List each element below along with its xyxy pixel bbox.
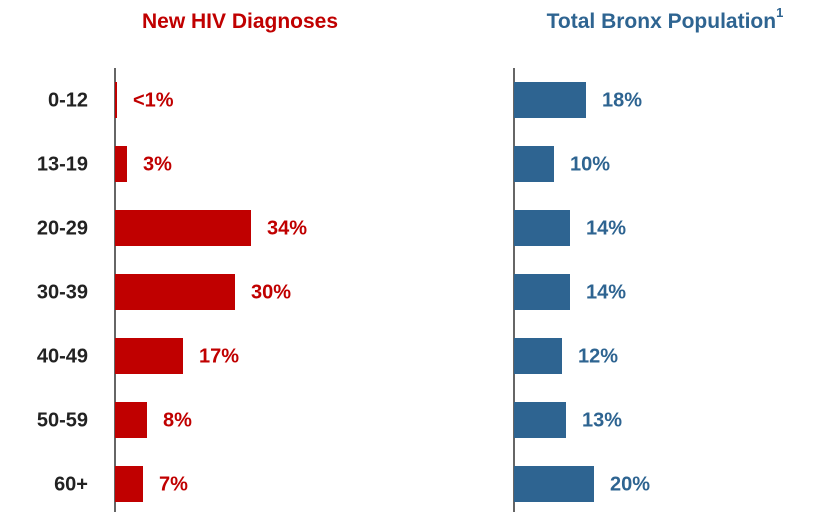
value-label: 12% (578, 345, 618, 367)
bar (514, 338, 562, 374)
bar (514, 210, 570, 246)
bar (115, 146, 127, 182)
bar (514, 466, 594, 502)
category-label: 30-39 (37, 281, 88, 303)
bar (115, 338, 183, 374)
value-label: 20% (610, 473, 650, 495)
category-label: 13-19 (37, 153, 88, 175)
bar (514, 82, 586, 118)
bar (115, 466, 143, 502)
value-label: 8% (163, 409, 192, 431)
category-label: 60+ (54, 473, 88, 495)
bar (514, 146, 554, 182)
bar (115, 82, 117, 118)
value-label: 34% (267, 217, 307, 239)
value-label: 3% (143, 153, 172, 175)
value-label: 10% (570, 153, 610, 175)
bar (115, 402, 147, 438)
value-label: 7% (159, 473, 188, 495)
value-label: 14% (586, 217, 626, 239)
bar (115, 210, 251, 246)
category-label: 20-29 (37, 217, 88, 239)
bar (514, 274, 570, 310)
value-label: <1% (133, 89, 174, 111)
title-text: Total Bronx Population (547, 10, 776, 33)
title-text: New HIV Diagnoses (142, 10, 338, 33)
chart-title: Total Bronx Population1 (547, 5, 784, 32)
value-label: 13% (582, 409, 622, 431)
bar (514, 402, 566, 438)
value-label: 18% (602, 89, 642, 111)
value-label: 30% (251, 281, 291, 303)
bar (115, 274, 235, 310)
category-label: 50-59 (37, 409, 88, 431)
value-label: 17% (199, 345, 239, 367)
title-note: 1 (776, 5, 783, 20)
category-label: 0-12 (48, 89, 88, 111)
chart-title: New HIV Diagnoses (142, 10, 338, 33)
category-label: 40-49 (37, 345, 88, 367)
value-label: 14% (586, 281, 626, 303)
